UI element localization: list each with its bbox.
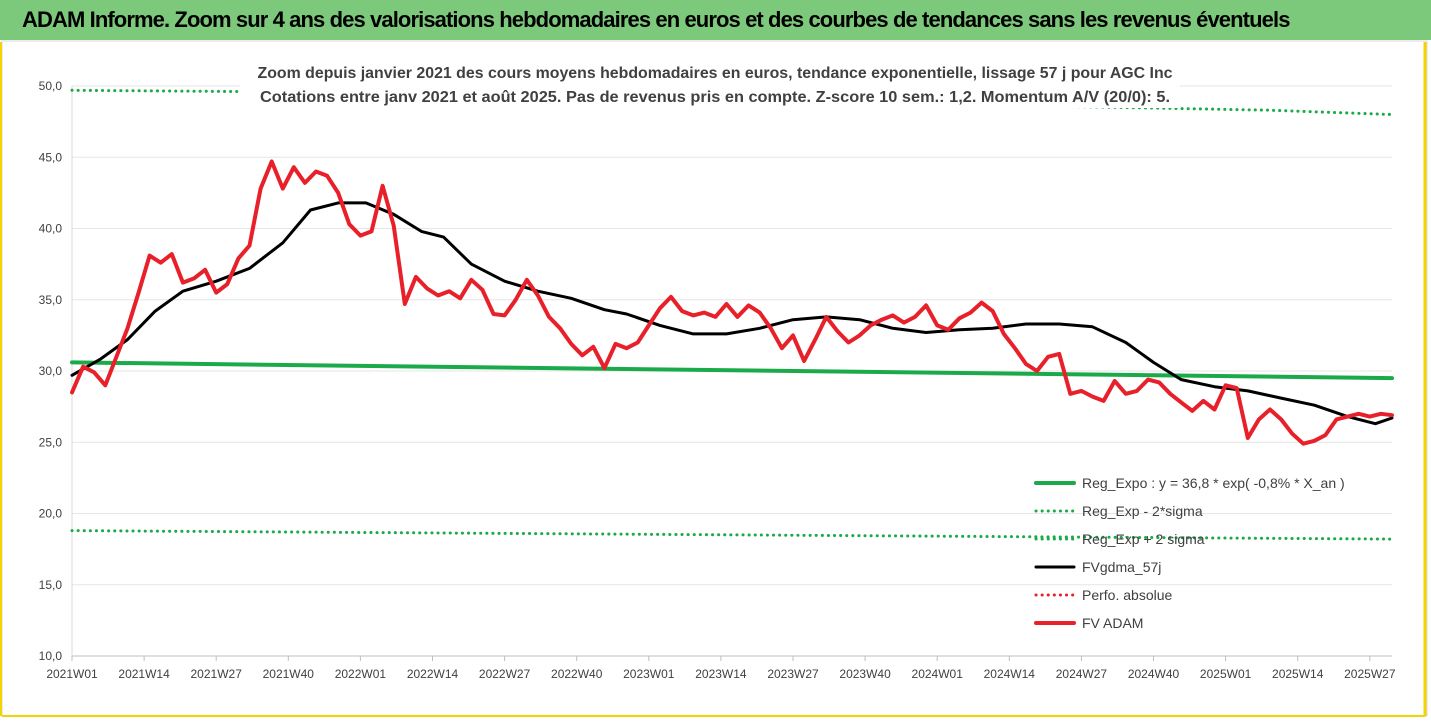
x-tick-label: 2024W01 xyxy=(912,667,964,681)
y-tick-label: 25,0 xyxy=(39,435,63,449)
chart-frame: 10,0 15,0 20,0 25,0 30,0 35,0 40,0 45,0 50,0 202… xyxy=(0,40,1431,721)
legend-label: Reg_Exp + 2 sigma xyxy=(1082,531,1205,547)
legend-label: Reg_Expo : y = 36,8 * exp( -0,8% * X_an … xyxy=(1082,475,1345,491)
x-tick-label: 2024W27 xyxy=(1056,667,1108,681)
x-tick-label: 2025W27 xyxy=(1344,667,1396,681)
chart-title-line2: Cotations entre janv 2021 et août 2025. … xyxy=(260,89,1170,106)
x-tick-label: 2023W27 xyxy=(767,667,819,681)
price-chart: 10,0 15,0 20,0 25,0 30,0 35,0 40,0 45,0 50,0 202… xyxy=(0,40,1428,717)
y-tick-label: 20,0 xyxy=(39,507,63,521)
y-tick-label: 15,0 xyxy=(39,578,63,592)
fvgdma-57j-line xyxy=(70,201,1394,426)
x-tick-label: 2021W40 xyxy=(263,667,315,681)
report-title: ADAM Informe. Zoom sur 4 ans des valoris… xyxy=(22,7,1290,32)
y-axis-ticks: 10,0 15,0 20,0 25,0 30,0 35,0 40,0 45,0 50,0 xyxy=(39,79,63,663)
y-tick-label: 50,0 xyxy=(39,79,63,93)
x-tick-label: 2023W40 xyxy=(839,667,891,681)
title-background xyxy=(240,56,1180,108)
x-tick-label: 2022W14 xyxy=(407,667,459,681)
reg-expo-line xyxy=(70,360,1394,381)
x-tick-label: 2022W01 xyxy=(335,667,387,681)
x-tick-label: 2022W40 xyxy=(551,667,603,681)
y-tick-label: 35,0 xyxy=(39,293,63,307)
chart-title-line1: Zoom depuis janvier 2021 des cours moyen… xyxy=(258,65,1173,82)
y-tick-label: 10,0 xyxy=(39,649,63,663)
legend-label: Reg_Exp - 2*sigma xyxy=(1082,503,1203,519)
plot-border xyxy=(1,40,1428,717)
legend-label: FVgdma_57j xyxy=(1082,559,1161,575)
y-tick-label: 30,0 xyxy=(39,364,63,378)
x-tick-label: 2024W14 xyxy=(984,667,1036,681)
x-tick-label: 2025W14 xyxy=(1272,667,1324,681)
x-tick-label: 2024W40 xyxy=(1128,667,1180,681)
x-tick-label: 2021W14 xyxy=(118,667,170,681)
fv-adam-line xyxy=(70,159,1394,446)
y-tick-label: 40,0 xyxy=(39,222,63,236)
x-tick-label: 2023W14 xyxy=(695,667,747,681)
header-bar: ADAM Informe. Zoom sur 4 ans des valoris… xyxy=(0,0,1431,40)
legend: Reg_Expo : y = 36,8 * exp( -0,8% * X_an … xyxy=(1034,475,1345,631)
reg-minus-2sigma-line xyxy=(70,529,1394,541)
x-tick-label: 2022W27 xyxy=(479,667,531,681)
x-axis-ticks: 2021W01 2021W14 2021W27 2021W40 2022W01 2022W… xyxy=(46,656,1396,681)
x-tick-label: 2021W01 xyxy=(46,667,98,681)
legend-label: Perfo. absolue xyxy=(1082,587,1172,603)
y-tick-label: 45,0 xyxy=(39,150,63,164)
series-layer xyxy=(70,88,1394,541)
x-tick-label: 2023W01 xyxy=(623,667,675,681)
x-tick-label: 2025W01 xyxy=(1200,667,1252,681)
legend-label: FV ADAM xyxy=(1082,615,1143,631)
x-tick-label: 2021W27 xyxy=(191,667,243,681)
